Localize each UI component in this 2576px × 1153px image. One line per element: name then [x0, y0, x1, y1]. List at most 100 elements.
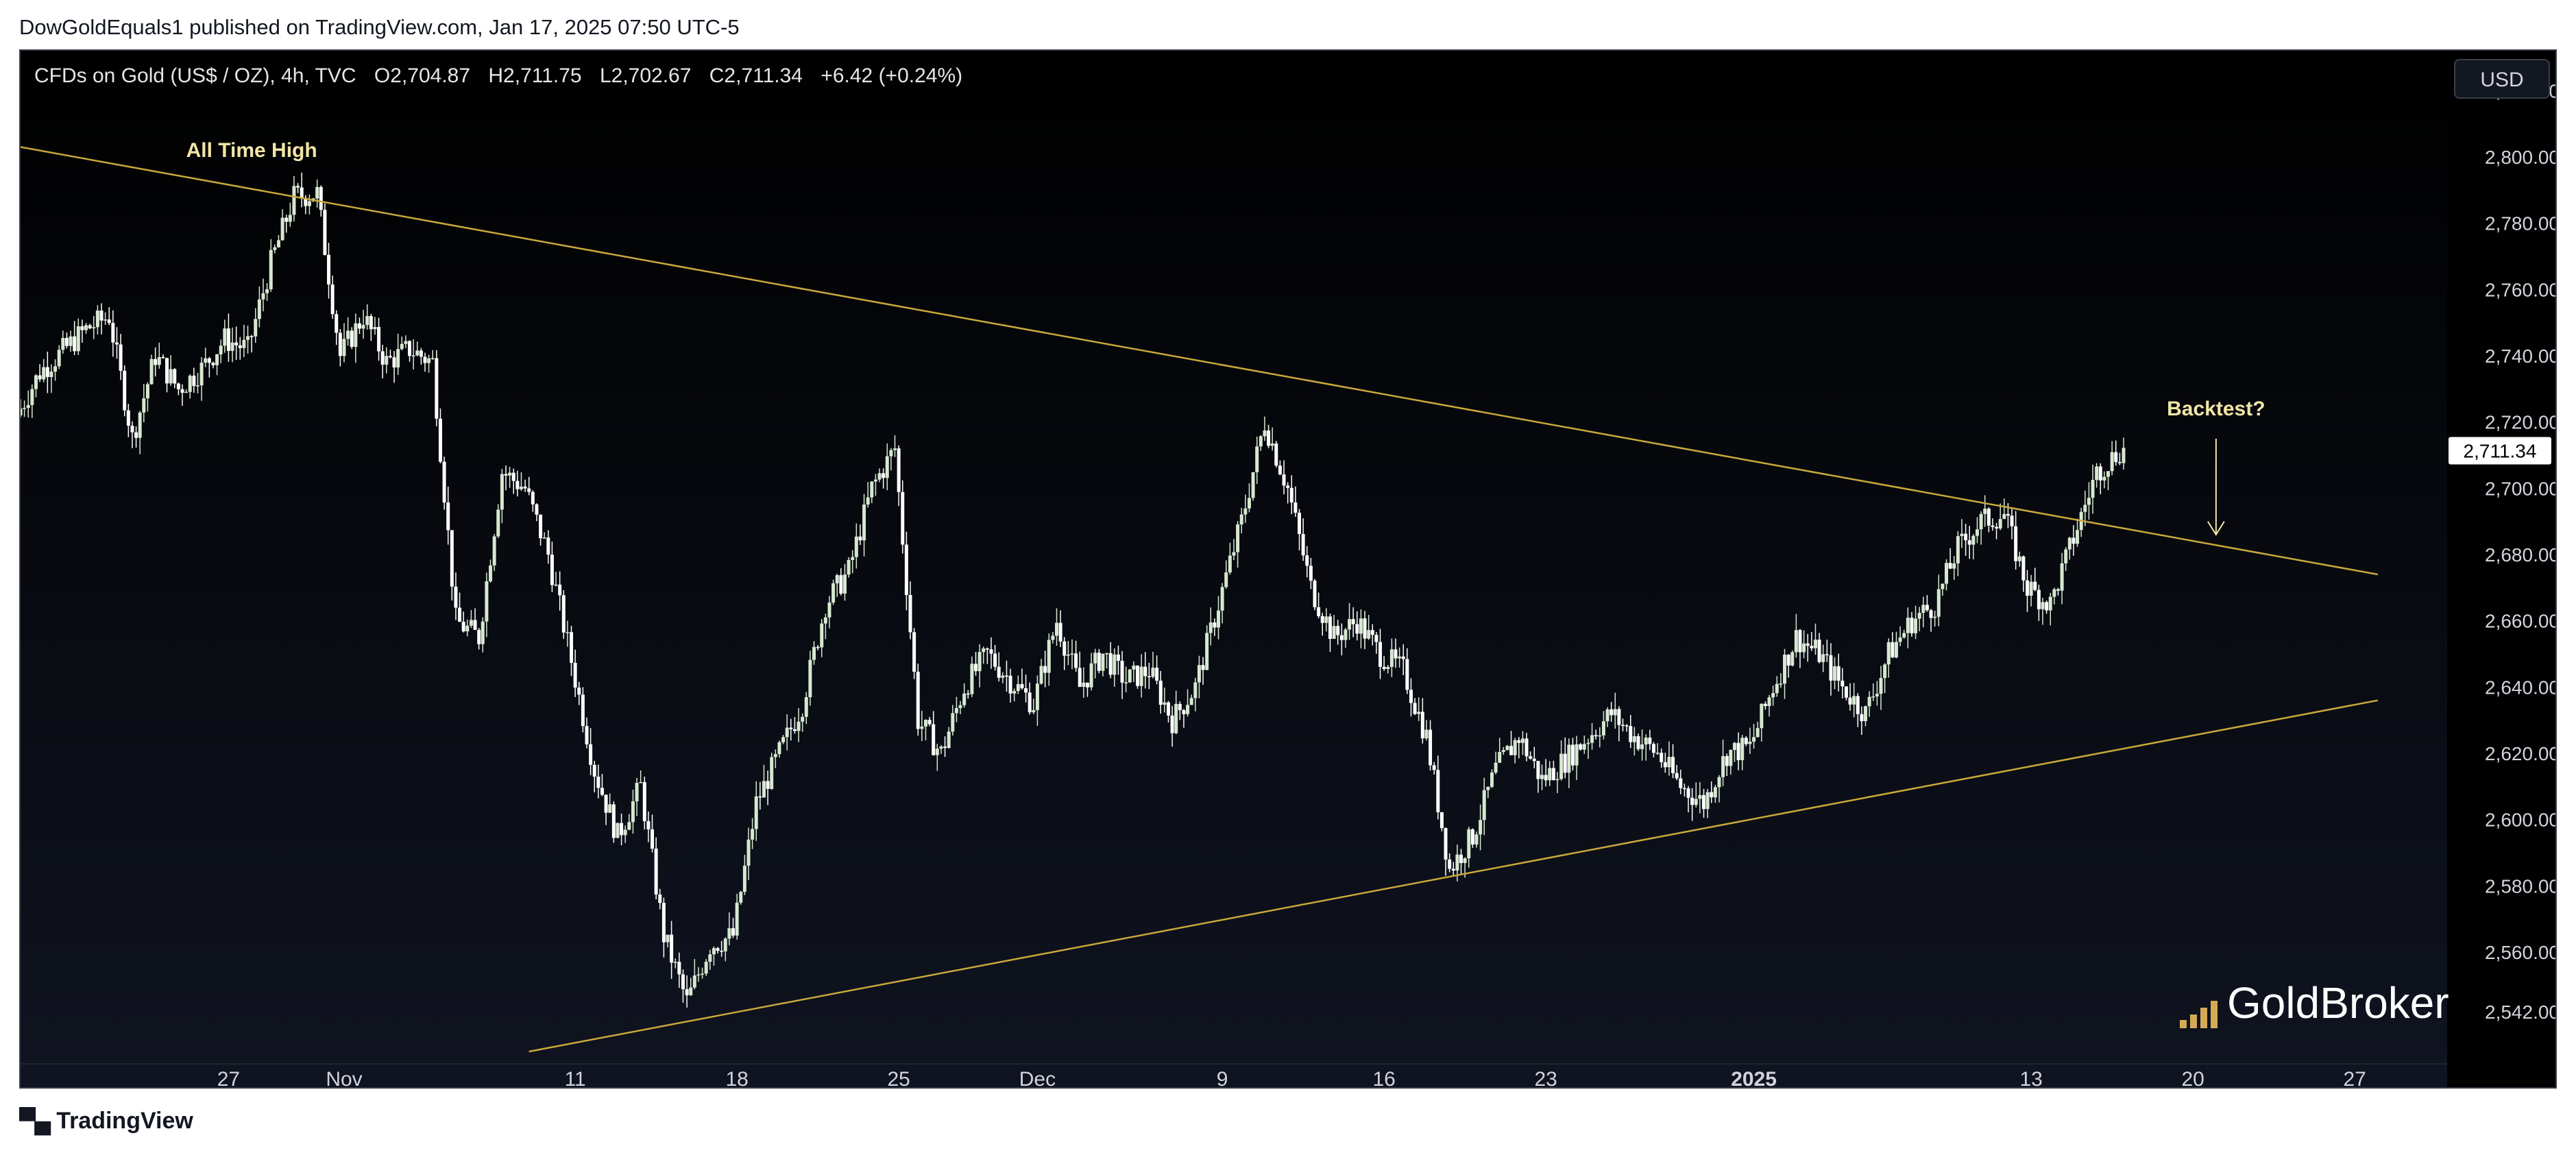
candle-body — [1255, 446, 1259, 472]
candle-body — [1113, 654, 1117, 675]
candle-body — [234, 342, 239, 345]
candle-body — [1879, 678, 1883, 694]
candle-body — [1948, 563, 1952, 569]
y-tick-label: 2,542.00 — [2485, 1002, 2557, 1023]
candle-body — [2052, 589, 2056, 597]
candle-body — [1917, 612, 1921, 619]
trendline-upper[interactable] — [21, 146, 2379, 576]
candle-body — [812, 646, 816, 660]
candle-body — [126, 410, 130, 426]
candle-body — [1074, 653, 1078, 668]
candle-body — [908, 595, 912, 633]
ohlc-change: +6.42 (+0.24%) — [821, 64, 963, 87]
candle-body — [53, 366, 58, 372]
candle-body — [284, 217, 289, 222]
price-chart[interactable]: 2,542.00 2,560.00 2,580.00 2,600.00 2,620.00… — [21, 51, 2557, 1089]
candle-body — [646, 821, 651, 829]
candle-body — [1590, 735, 1594, 743]
candle-body — [454, 586, 458, 608]
candle-body — [1132, 665, 1136, 670]
candle-body — [1864, 706, 1868, 722]
candle-body — [1991, 525, 1995, 527]
candle-body — [481, 621, 485, 644]
candle-body — [446, 502, 450, 531]
candle-body — [523, 486, 527, 489]
candle-body — [215, 354, 219, 365]
candle-body — [1047, 640, 1051, 673]
goldbroker-watermark: GoldBroker — [2180, 978, 2449, 1028]
candle-body — [627, 822, 631, 830]
candle-body — [350, 330, 354, 348]
candle-body — [692, 975, 696, 988]
candle-body — [2006, 513, 2010, 516]
candle-body — [912, 632, 916, 672]
candle-body — [785, 727, 789, 738]
candle-body — [1501, 750, 1505, 752]
candle-body — [989, 649, 993, 654]
candle-body — [727, 928, 731, 939]
candle-body — [1671, 757, 1675, 773]
candle-body — [1559, 753, 1564, 779]
candle-body — [338, 332, 342, 356]
candle-body — [600, 788, 604, 795]
candle-body — [631, 801, 635, 823]
candle-body — [1032, 709, 1036, 713]
candle-body — [1070, 653, 1074, 655]
candle-body — [415, 350, 420, 356]
candle-body — [977, 652, 982, 672]
candle-body — [1016, 683, 1020, 691]
candle-body — [1024, 688, 1028, 693]
candle-body — [935, 749, 939, 755]
candle-body — [639, 781, 643, 784]
candle-body — [1629, 726, 1633, 742]
price-axis-bg[interactable] — [2447, 51, 2557, 1089]
candle-body — [292, 186, 296, 215]
candle-body — [427, 358, 431, 363]
candle-body — [1263, 430, 1267, 437]
candle-body — [827, 602, 831, 618]
candle-body — [238, 345, 242, 348]
candle-body — [489, 565, 493, 582]
candle-body — [1867, 696, 1871, 707]
candle-body — [99, 311, 104, 321]
candle-body — [1035, 683, 1039, 710]
candle-body — [1790, 652, 1795, 666]
candle-body — [2106, 471, 2111, 477]
annotation-backtest[interactable]: Backtest? — [2167, 398, 2265, 420]
candle-body — [1328, 616, 1332, 639]
trendline-lower[interactable] — [528, 699, 2379, 1053]
x-tick-label: 11 — [565, 1068, 586, 1089]
chart-panel[interactable]: 2,542.00 2,560.00 2,580.00 2,600.00 2,620.00… — [19, 49, 2557, 1089]
y-tick-label: 2,760.00 — [2485, 279, 2557, 300]
last-price-label: 2,711.34 — [2464, 441, 2537, 462]
candle-body — [689, 987, 693, 995]
candle-body — [974, 664, 978, 672]
candle-body — [739, 892, 743, 903]
candle-body — [1529, 756, 1533, 759]
candle-body — [1309, 566, 1313, 581]
candle-body — [173, 369, 177, 384]
candle-body — [1886, 642, 1891, 665]
candle-body — [1459, 854, 1463, 864]
candle-body — [142, 398, 146, 413]
x-tick-label: 13 — [2019, 1068, 2042, 1089]
symbol-legend[interactable]: CFDs on Gold (US$ / OZ), 4h, TVC O2,704.… — [34, 64, 975, 88]
candle-body — [1655, 753, 1660, 754]
currency-button[interactable]: USD — [2454, 59, 2550, 99]
candle-body — [985, 648, 989, 650]
candle-body — [1479, 820, 1483, 835]
candle-body — [535, 504, 539, 515]
annotation-all-time-high[interactable]: All Time High — [186, 139, 317, 162]
candle-body — [408, 341, 412, 356]
candle-body — [2122, 448, 2126, 463]
candle-body — [1532, 758, 1536, 762]
tradingview-brand[interactable]: ▀▄ TradingView — [19, 1108, 193, 1134]
x-tick-label: 23 — [1534, 1068, 1557, 1089]
candle-body — [1755, 728, 1760, 738]
candle-body — [515, 481, 520, 489]
candle-body — [1367, 630, 1371, 639]
candle-body — [1964, 533, 1968, 541]
candle-body — [993, 653, 997, 667]
candle-body — [816, 646, 820, 648]
candle-body — [820, 623, 824, 648]
